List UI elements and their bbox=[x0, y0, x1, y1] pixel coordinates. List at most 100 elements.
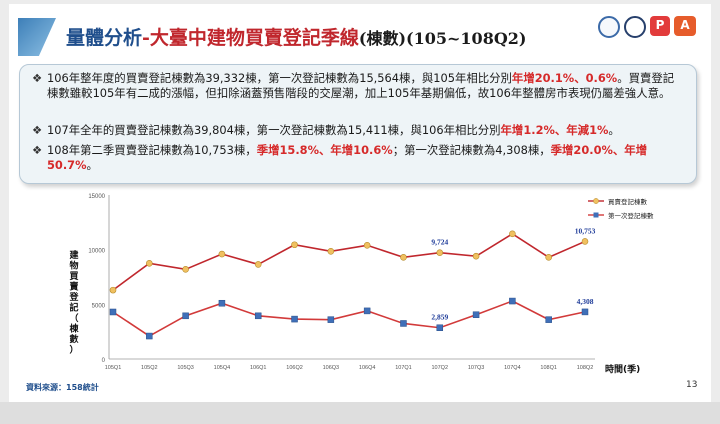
x-tick-label: 107Q2 bbox=[432, 365, 449, 371]
series-point bbox=[436, 249, 444, 256]
x-tick-label: 108Q2 bbox=[577, 365, 594, 371]
bullet-segment: 108年第二季買賣登記棟數為10,753棟， bbox=[47, 143, 257, 157]
series-point bbox=[472, 252, 480, 260]
y-axis-label-char: 賣 bbox=[68, 281, 79, 293]
x-tick-label: 107Q3 bbox=[468, 365, 485, 371]
x-tick-label: 106Q1 bbox=[250, 365, 267, 371]
summary-bullet-1: ❖ 106年整年度的買賣登記棟數為39,332棟，第一次登記棟數為15,564棟… bbox=[32, 71, 684, 100]
series-point bbox=[291, 241, 298, 249]
logo-d-icon: A bbox=[674, 16, 696, 36]
x-tick-label: 105Q4 bbox=[214, 365, 231, 371]
x-axis-label: 時間(季) bbox=[605, 363, 640, 375]
series-point bbox=[509, 230, 516, 238]
data-source: 資料來源：158統計 bbox=[26, 383, 99, 392]
legend-marker bbox=[593, 198, 599, 204]
series-point bbox=[509, 297, 516, 305]
bullet-icon: ❖ bbox=[32, 143, 43, 157]
series-point bbox=[545, 316, 552, 323]
series-point bbox=[327, 248, 335, 255]
data-label: 2,859 bbox=[431, 313, 448, 322]
logo-b-icon bbox=[624, 16, 646, 38]
series-point bbox=[218, 299, 226, 307]
bullet-segment: 。買賣登記棟數雖較105年有二成的漲幅，但扣除涵蓋預售階段的交屋潮，加上105年… bbox=[47, 71, 675, 100]
series-point bbox=[254, 312, 262, 320]
y-axis-label-char: 記 bbox=[69, 302, 78, 314]
bullet-text: 108年第二季買賣登記棟數為10,753棟，季增15.8%、年增10.6%；第一… bbox=[32, 143, 684, 172]
x-tick-label: 105Q2 bbox=[141, 365, 158, 371]
y-axis-label-char: ） bbox=[69, 345, 78, 356]
series-point bbox=[581, 238, 589, 245]
bottom-strip bbox=[0, 402, 720, 424]
bullet-icon: ❖ bbox=[32, 123, 43, 137]
series-point bbox=[146, 332, 153, 340]
x-tick-label: 106Q2 bbox=[286, 365, 303, 371]
bullet-segment: ；第一次登記棟數為4,308棟， bbox=[392, 143, 551, 157]
series-line bbox=[112, 232, 586, 291]
series-point bbox=[146, 260, 153, 267]
series-point bbox=[327, 316, 335, 323]
logo-c-icon: P bbox=[650, 16, 670, 36]
y-tick-label: 15000 bbox=[88, 194, 105, 200]
series-point bbox=[472, 311, 480, 318]
y-axis-label-char: 登 bbox=[68, 291, 79, 303]
y-axis-label-char: 棟 bbox=[69, 323, 79, 335]
y-tick-label: 0 bbox=[102, 358, 106, 364]
bullet-highlight: 年增1.2%、年減1% bbox=[500, 123, 609, 137]
bullet-text: 106年整年度的買賣登記棟數為39,332棟，第一次登記棟數為15,564棟，與… bbox=[32, 71, 684, 100]
bullet-segment: 106年整年度的買賣登記棟數為39,332棟，第一次登記棟數為15,564棟，與… bbox=[47, 71, 512, 85]
bullet-segment: 。 bbox=[86, 157, 98, 172]
y-axis-label-char: 買 bbox=[69, 271, 78, 282]
series-point bbox=[400, 320, 407, 327]
page-number: 13 bbox=[686, 380, 698, 390]
bullet-segment: 107年全年的買賣登記棟數為39,804棟，第一次登記棟數為15,411棟，與1… bbox=[47, 123, 501, 137]
y-axis-label-char: 建 bbox=[69, 249, 79, 261]
summary-bullet-3: ❖ 108年第二季買賣登記棟數為10,753棟，季增15.8%、年增10.6%；… bbox=[32, 143, 684, 172]
x-tick-label: 108Q1 bbox=[540, 365, 557, 371]
data-label: 4,308 bbox=[577, 297, 594, 306]
page-title: 量體分析-大臺中建物買賣登記季線(棟數)(105~108Q2) bbox=[66, 23, 526, 50]
series-point bbox=[363, 241, 371, 249]
legend-label: 第一次登記棟數 bbox=[608, 211, 654, 220]
y-tick-label: 5000 bbox=[92, 303, 106, 309]
x-tick-label: 105Q1 bbox=[105, 365, 122, 371]
bullet-icon: ❖ bbox=[32, 71, 43, 85]
title-sub: -大臺中建物買賣登記季線 bbox=[142, 27, 359, 49]
bullet-segment: 。 bbox=[608, 123, 620, 137]
y-tick-label: 10000 bbox=[88, 249, 105, 255]
bullet-text: 107年全年的買賣登記棟數為39,804棟，第一次登記棟數為15,411棟，與1… bbox=[32, 123, 684, 138]
series-point bbox=[109, 308, 117, 316]
x-tick-label: 105Q3 bbox=[177, 365, 194, 371]
title-tail: (棟數)(105~108Q2) bbox=[358, 29, 527, 48]
bullet-highlight: 季增15.8%、年增10.6% bbox=[256, 143, 393, 157]
summary-bullet-2: ❖ 107年全年的買賣登記棟數為39,804棟，第一次登記棟數為15,411棟，… bbox=[32, 123, 684, 138]
series-point bbox=[109, 286, 117, 294]
series-point bbox=[436, 324, 444, 331]
series-point bbox=[581, 308, 589, 316]
series-line bbox=[112, 300, 586, 337]
data-label: 10,753 bbox=[575, 226, 596, 235]
series-point bbox=[182, 312, 189, 320]
series-point bbox=[218, 250, 226, 258]
series-point bbox=[291, 315, 298, 323]
summary-box: ❖ 106年整年度的買賣登記棟數為39,332棟，第一次登記棟數為15,564棟… bbox=[19, 64, 697, 184]
logo-a-icon bbox=[598, 16, 620, 38]
data-label: 9,724 bbox=[431, 238, 448, 247]
series-point bbox=[254, 261, 262, 268]
series-point bbox=[182, 266, 189, 273]
series-point bbox=[400, 254, 407, 261]
series-point bbox=[545, 254, 552, 261]
x-tick-label: 106Q3 bbox=[323, 365, 340, 371]
legend-marker bbox=[593, 212, 599, 218]
title-bar: 量體分析-大臺中建物買賣登記季線(棟數)(105~108Q2) bbox=[10, 8, 570, 56]
bullet-highlight: 季增20.0%、年增50.7% bbox=[47, 143, 648, 172]
y-axis-label-char: （ bbox=[69, 313, 78, 324]
title-main: 量體分析 bbox=[66, 27, 143, 49]
x-tick-label: 107Q1 bbox=[395, 365, 412, 371]
x-tick-label: 106Q4 bbox=[359, 365, 376, 371]
y-axis-label-char: 物 bbox=[69, 260, 78, 272]
legend-label: 買賣登記棟數 bbox=[608, 197, 648, 206]
x-tick-label: 107Q4 bbox=[504, 365, 521, 371]
y-axis-label-char: 數 bbox=[69, 333, 79, 345]
series-point bbox=[363, 307, 371, 315]
